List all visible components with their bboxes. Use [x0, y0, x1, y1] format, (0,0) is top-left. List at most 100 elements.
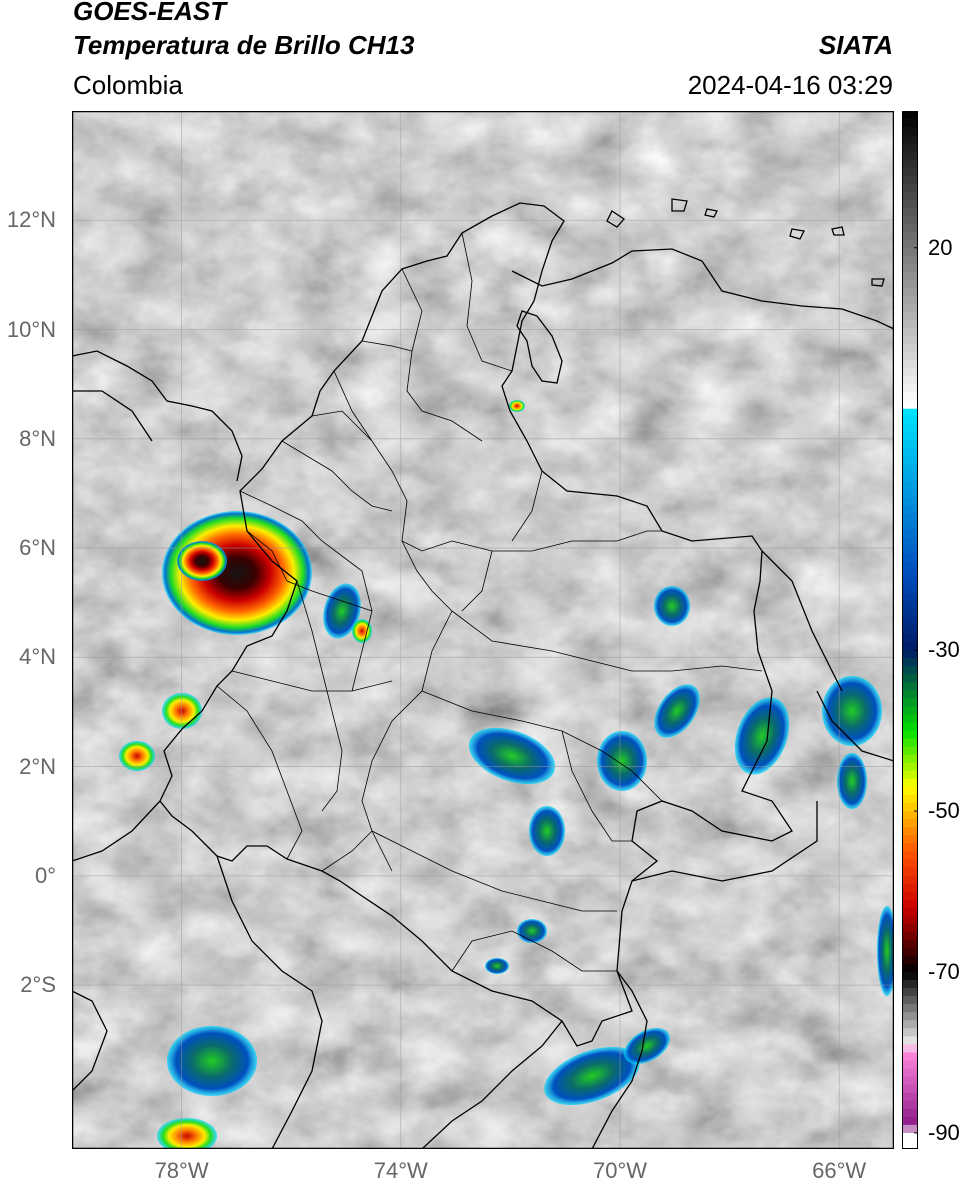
colorbar-step — [902, 778, 918, 788]
storm-cell — [654, 684, 700, 738]
colorbar-step — [902, 786, 918, 796]
colorbar-step — [902, 835, 918, 844]
colorbar-step — [902, 1028, 918, 1037]
colorbar-step — [902, 1068, 918, 1078]
storm-cell — [654, 586, 690, 626]
colorbar-step — [902, 770, 918, 780]
colorbar-step — [902, 625, 918, 635]
colorbar-tick-label: -70 — [928, 958, 960, 984]
colorbar-tick-label: 20 — [928, 234, 953, 260]
colorbar-step — [902, 279, 918, 289]
storm-cell — [877, 906, 894, 996]
colorbar-ramp — [902, 111, 918, 1149]
colorbar-step — [902, 561, 918, 571]
colorbar-step — [902, 762, 918, 772]
country-borders — [72, 198, 894, 1149]
latitude-label: 0° — [34, 862, 56, 888]
colorbar-step — [902, 1084, 918, 1094]
storm-cell — [323, 583, 361, 639]
colorbar-step — [902, 328, 918, 337]
colorbar-step — [902, 408, 918, 418]
storm-cell — [837, 753, 867, 809]
colorbar-tick-label: -50 — [928, 798, 960, 824]
colorbar-step — [902, 489, 918, 498]
storm-cell — [167, 1026, 257, 1096]
colorbar-step — [902, 312, 918, 321]
colorbar-step — [902, 513, 918, 522]
colorbar-step — [902, 907, 918, 917]
colorbar-step — [902, 1132, 918, 1142]
colorbar-step — [902, 915, 918, 925]
datetime-label: 2024-04-16 03:29 — [687, 70, 893, 100]
colorbar-step — [902, 288, 918, 297]
colorbar-step — [902, 1020, 918, 1029]
colorbar-step — [902, 384, 918, 394]
colorbar-step — [902, 650, 918, 659]
storm-cell — [529, 806, 565, 856]
agency-label: SIATA — [818, 30, 893, 60]
colorbar-step — [902, 811, 918, 820]
colorbar-step — [902, 207, 918, 217]
colorbar-step — [902, 988, 918, 997]
colorbar-step — [902, 899, 918, 909]
storm-cell — [544, 1046, 640, 1106]
colorbar-step — [902, 971, 918, 981]
colorbar-step — [902, 344, 918, 353]
colorbar-step — [902, 497, 918, 506]
storm-cell — [119, 741, 155, 771]
colorbar-step — [902, 175, 918, 185]
colorbar-step — [902, 416, 918, 426]
colorbar-step — [902, 585, 918, 595]
longitude-label: 78°W — [154, 1158, 209, 1183]
colorbar-tick-label: -90 — [928, 1119, 960, 1145]
colorbar-step — [902, 304, 918, 313]
colorbar-step — [902, 448, 918, 458]
colorbar-step — [902, 754, 918, 764]
colorbar-step — [902, 601, 918, 611]
colorbar-step — [902, 545, 918, 555]
colorbar-step — [902, 440, 918, 450]
colorbar-step — [902, 722, 918, 732]
department-borders — [216, 232, 763, 972]
colorbar-step — [902, 505, 918, 514]
colorbar-step — [902, 1060, 918, 1070]
colorbar-step — [902, 263, 918, 273]
colorbar-step — [902, 199, 918, 209]
longitude-label: 74°W — [373, 1158, 428, 1183]
colorbar-step — [902, 746, 918, 756]
colorbar-step — [902, 521, 918, 531]
colorbar-step — [902, 320, 918, 329]
colorbar-step — [902, 730, 918, 740]
colorbar-step — [902, 1012, 918, 1021]
latitude-label: 2°N — [19, 753, 56, 779]
colorbar-step — [902, 167, 918, 176]
colorbar-step — [902, 577, 918, 587]
colorbar-step — [902, 336, 918, 345]
latitude-label: 6°N — [19, 535, 56, 561]
colorbar-step — [902, 1140, 918, 1149]
storm-cell — [597, 731, 647, 791]
storm-cell — [485, 958, 509, 974]
storm-cell — [517, 919, 547, 943]
colorbar-step — [902, 947, 918, 957]
colorbar-step — [902, 360, 918, 370]
cloud-haze — [72, 111, 894, 1149]
colorbar-step — [902, 376, 918, 386]
colorbar-step — [902, 593, 918, 603]
latitude-label: 4°N — [19, 644, 56, 670]
storm-cell — [352, 619, 372, 643]
colorbar-step — [902, 923, 918, 933]
region-label: Colombia — [73, 70, 183, 100]
product-title: Temperatura de Brillo CH13 — [73, 30, 415, 60]
colorbar-step — [902, 955, 918, 965]
colorbar-step — [902, 827, 918, 836]
colorbar-step — [902, 111, 918, 120]
colorbar-step — [902, 674, 918, 683]
colorbar-step — [902, 738, 918, 748]
latitude-label: 2°S — [20, 972, 56, 998]
colorbar-step — [902, 706, 918, 716]
colorbar-step — [902, 352, 918, 362]
longitude-label: 66°W — [812, 1158, 867, 1183]
colorbar-step — [902, 690, 918, 699]
colorbar-step — [902, 666, 918, 675]
